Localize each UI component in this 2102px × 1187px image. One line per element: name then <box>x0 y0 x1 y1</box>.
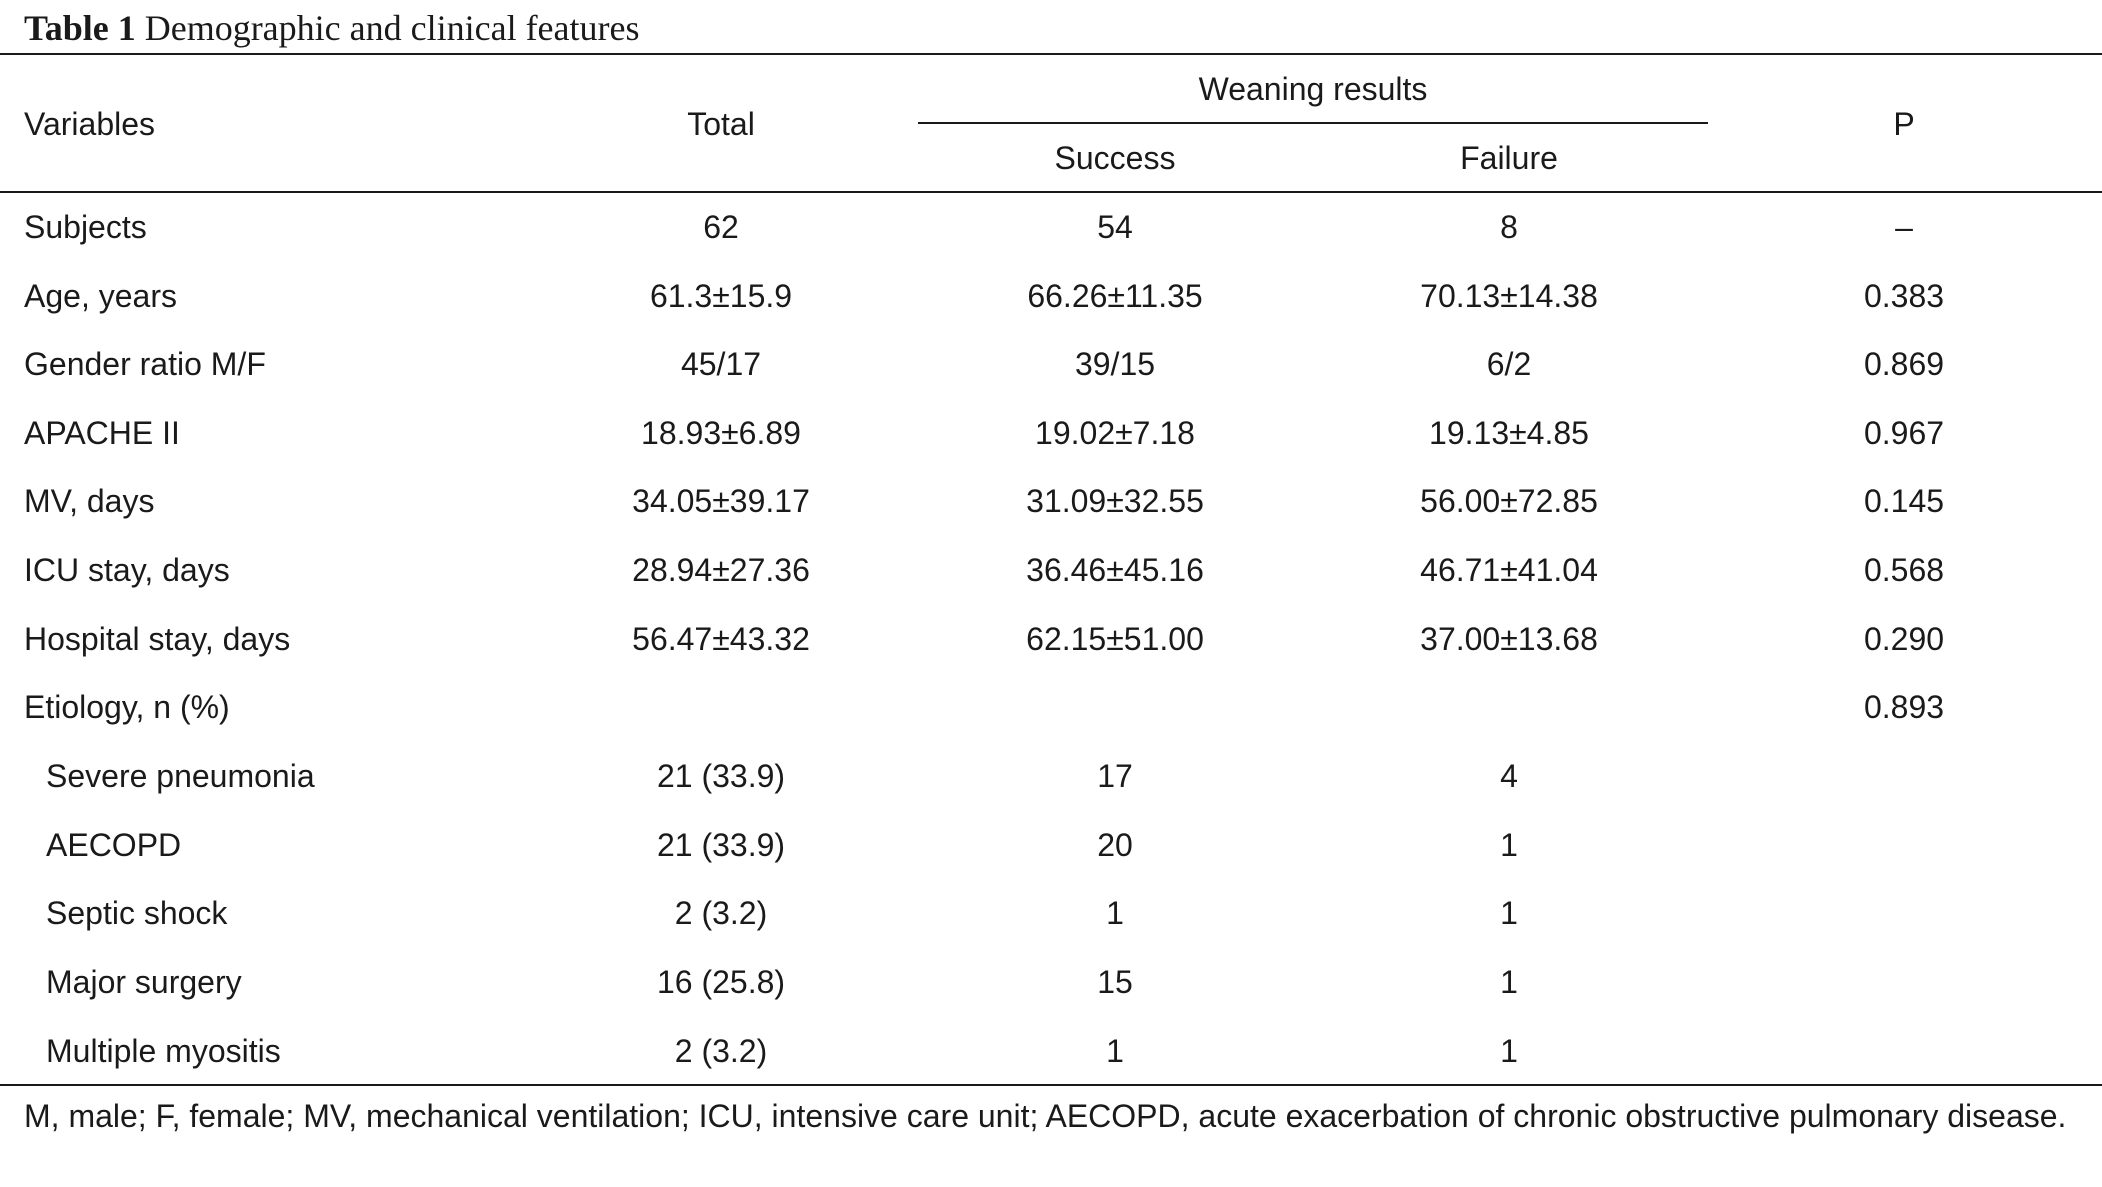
row-success: 62.15±51.00 <box>1026 621 1204 657</box>
row-failure: 37.00±13.68 <box>1420 621 1598 657</box>
row-total: 21 (33.9) <box>656 758 786 794</box>
row-p: 0.145 <box>1863 483 1945 519</box>
row-variable: APACHE II <box>24 415 180 451</box>
row-p: 0.383 <box>1863 278 1945 314</box>
row-variable: Septic shock <box>46 895 228 931</box>
header-failure: Failure <box>1460 140 1558 176</box>
row-failure: 70.13±14.38 <box>1420 278 1598 314</box>
row-total: 21 (33.9) <box>656 827 786 863</box>
row-variable: Gender ratio M/F <box>24 346 266 382</box>
table-caption: Table 1 Demographic and clinical feature… <box>24 6 640 50</box>
row-total: 62 <box>703 209 739 245</box>
row-total: 2 (3.2) <box>674 1033 768 1069</box>
row-total: 28.94±27.36 <box>632 552 810 588</box>
row-p: 0.568 <box>1863 552 1945 588</box>
row-success: 20 <box>1097 827 1133 863</box>
table-bottom-rule <box>0 1084 2102 1086</box>
header-span-rule <box>918 122 1708 124</box>
row-p: 0.893 <box>1863 689 1945 725</box>
row-success: 17 <box>1097 758 1133 794</box>
row-success: 39/15 <box>1074 346 1156 382</box>
table-header-rule <box>0 191 2102 193</box>
row-failure: 4 <box>1500 758 1518 794</box>
row-failure: 1 <box>1500 1033 1518 1069</box>
row-total: 34.05±39.17 <box>632 483 810 519</box>
row-success: 19.02±7.18 <box>1035 415 1195 451</box>
row-success: 66.26±11.35 <box>1027 278 1203 314</box>
table-top-rule <box>0 53 2102 55</box>
header-p: P <box>1893 106 1915 142</box>
row-variable: Subjects <box>24 209 147 245</box>
row-variable: Hospital stay, days <box>24 621 291 657</box>
row-failure: 1 <box>1500 895 1518 931</box>
header-variables: Variables <box>24 106 156 142</box>
row-failure: 56.00±72.85 <box>1420 483 1598 519</box>
header-success: Success <box>1054 140 1176 176</box>
row-failure: 8 <box>1500 209 1518 245</box>
row-variable: Multiple myositis <box>46 1033 281 1069</box>
row-total: 61.3±15.9 <box>649 278 793 314</box>
row-variable: Severe pneumonia <box>46 758 315 794</box>
row-success: 1 <box>1106 895 1124 931</box>
row-failure: 46.71±41.04 <box>1420 552 1598 588</box>
row-success: 31.09±32.55 <box>1026 483 1204 519</box>
row-failure: 19.13±4.85 <box>1429 415 1589 451</box>
row-variable: ICU stay, days <box>24 552 230 588</box>
table-caption-label: Table 1 <box>24 8 136 48</box>
row-variable: AECOPD <box>46 827 182 863</box>
row-variable: Etiology, n (%) <box>24 689 230 725</box>
row-success: 1 <box>1106 1033 1124 1069</box>
row-p: 0.967 <box>1863 415 1945 451</box>
row-p: – <box>1895 209 1913 245</box>
row-p: 0.869 <box>1863 346 1945 382</box>
row-total: 16 (25.8) <box>656 964 786 1000</box>
row-success: 15 <box>1097 964 1133 1000</box>
table-footnote: M, male; F, female; MV, mechanical venti… <box>24 1098 2067 1134</box>
row-variable: Major surgery <box>46 964 242 1000</box>
row-total: 45/17 <box>680 346 762 382</box>
row-variable: Age, years <box>24 278 177 314</box>
header-weaning-results: Weaning results <box>1198 71 1428 107</box>
row-success: 54 <box>1097 209 1133 245</box>
row-success: 36.46±45.16 <box>1026 552 1204 588</box>
row-failure: 1 <box>1500 964 1518 1000</box>
table-caption-title: Demographic and clinical features <box>144 8 640 48</box>
row-total: 56.47±43.32 <box>632 621 810 657</box>
row-total: 18.93±6.89 <box>641 415 801 451</box>
row-p: 0.290 <box>1863 621 1945 657</box>
row-failure: 1 <box>1500 827 1518 863</box>
row-failure: 6/2 <box>1486 346 1532 382</box>
row-variable: MV, days <box>24 483 155 519</box>
row-total: 2 (3.2) <box>674 895 768 931</box>
header-total: Total <box>687 106 755 142</box>
